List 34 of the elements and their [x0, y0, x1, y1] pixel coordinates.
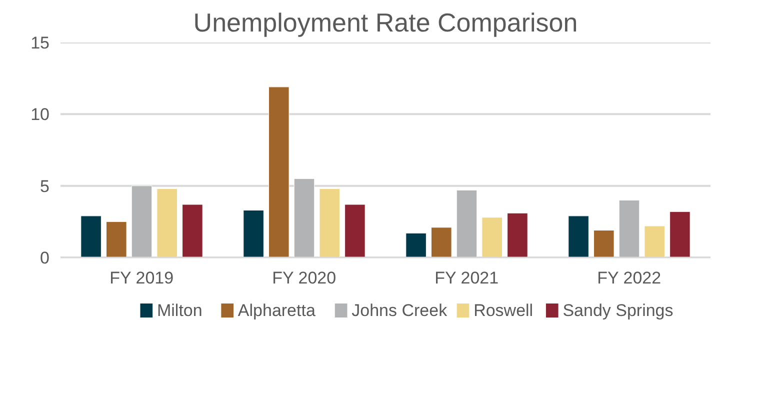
- legend-label: Milton: [156, 301, 202, 320]
- x-tick-label: FY 2021: [434, 268, 499, 288]
- y-tick-label: 5: [40, 176, 50, 196]
- x-tick-label: FY 2019: [110, 268, 174, 288]
- legend-label: Sandy Springs: [562, 301, 674, 320]
- legend-label: Johns Creek: [352, 301, 448, 320]
- y-tick-label: 10: [30, 105, 50, 124]
- bar: [482, 217, 502, 258]
- bar: [507, 212, 528, 258]
- chart-title: Unemployment Rate Comparison: [193, 8, 578, 38]
- bar: [618, 200, 640, 258]
- bar: [268, 86, 290, 258]
- bar: [131, 186, 152, 258]
- bar: [594, 230, 614, 258]
- x-tick-label: FY 2020: [272, 268, 336, 288]
- bar: [156, 188, 178, 258]
- y-tick-label: 15: [30, 34, 50, 52]
- bar: [456, 190, 478, 258]
- bar: [670, 211, 690, 258]
- bar: [243, 210, 264, 258]
- legend-label: Alpharetta: [238, 301, 316, 320]
- bar: [182, 204, 203, 258]
- bar: [106, 221, 127, 258]
- bar: [431, 227, 452, 258]
- bar: [319, 188, 340, 258]
- y-tick-label: 0: [40, 248, 50, 268]
- bar: [644, 226, 665, 258]
- bar: [80, 216, 102, 258]
- bar: [344, 204, 366, 258]
- x-tick-label: FY 2022: [597, 268, 662, 288]
- bar: [406, 232, 426, 258]
- legend-label: Roswell: [474, 301, 534, 320]
- bar: [568, 216, 589, 258]
- bar: [294, 178, 315, 258]
